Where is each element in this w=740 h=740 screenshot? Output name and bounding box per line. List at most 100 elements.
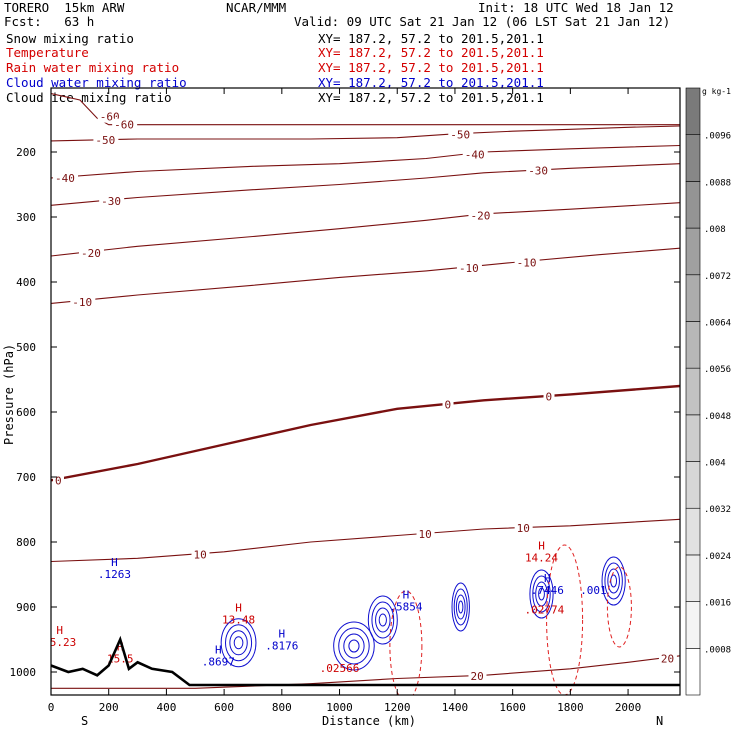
colorbar-tick-label: .0032 [704, 505, 731, 515]
init-time: Init: 18 UTC Wed 18 Jan 12 [478, 0, 674, 15]
contour-label: 0 [546, 390, 553, 403]
extremum-mark: H [117, 640, 124, 653]
x-tick-label: 400 [156, 701, 176, 714]
temperature-contour [51, 125, 680, 142]
cloud-water-contour [532, 575, 551, 613]
y-tick-label: 200 [16, 146, 36, 159]
valid-time: Valid: 09 UTC Sat 21 Jan 12 (06 LST Sat … [294, 14, 671, 29]
terrain-line [50, 635, 680, 687]
x-end-right: N [656, 714, 663, 728]
x-tick-label: 2000 [615, 701, 642, 714]
temperature-contour [51, 384, 680, 482]
colorbar-tick-label: .0048 [704, 412, 731, 422]
extremum-value: 15.23 [43, 636, 76, 649]
cloud-water-contour [607, 568, 620, 594]
y-tick-label: 800 [16, 536, 36, 549]
field-cloudice-label: Cloud ice mixing ratio [6, 90, 172, 105]
colorbar-swatch [685, 461, 701, 509]
cloud-water-contour [343, 633, 365, 659]
contour-label: -20 [470, 210, 490, 223]
y-tick-label: 900 [16, 601, 36, 614]
colorbar-swatch [685, 321, 701, 369]
cloud-water-contour [451, 582, 470, 632]
cloud-water-contour [455, 594, 466, 620]
cloud-water-contour [367, 595, 398, 645]
center-label: NCAR/MMM [226, 0, 287, 15]
extremum-value: .1263 [98, 568, 131, 581]
contour-label: -30 [528, 165, 548, 178]
contour-label: -20 [81, 247, 101, 260]
contour-label-bg [53, 172, 78, 184]
y-tick-label: 500 [16, 341, 36, 354]
x-tick-label: 1800 [557, 701, 584, 714]
colorbar-tick-label: .0016 [704, 599, 731, 609]
contour-label-bg [191, 548, 210, 561]
contour-label: -10 [459, 262, 479, 275]
colorbar-swatch [685, 507, 701, 556]
extremum-value: .02566 [320, 662, 360, 675]
colorbar-swatch [685, 601, 701, 649]
extremum-mark: H [279, 627, 286, 640]
contour-label: -10 [517, 257, 537, 270]
extremum-mark: H [538, 540, 545, 553]
contour-label: -10 [72, 296, 92, 309]
colorbar-tick-label: .008 [704, 225, 726, 235]
x-tick-label: 800 [272, 701, 292, 714]
x-tick-label: 1200 [384, 701, 411, 714]
extremum-value: 14.24 [525, 552, 558, 565]
x-end-left: S [81, 714, 88, 728]
contour-label-bg [543, 390, 555, 403]
cloud-water-contour [604, 562, 623, 600]
field-temperature-xy: XY= 187.2, 57.2 to 201.5,201.1 [318, 45, 544, 60]
x-tick-label: 1000 [326, 701, 353, 714]
colorbar-swatch [685, 414, 701, 462]
colorbar-swatch [685, 87, 701, 135]
y-tick-label: 400 [16, 276, 36, 289]
contour-label-bg [514, 521, 533, 534]
extremum-mark: H [111, 556, 118, 569]
plot-frame [50, 87, 681, 696]
contour-label: -50 [95, 134, 115, 147]
field-snow-xy: XY= 187.2, 57.2 to 201.5,201.1 [318, 31, 544, 46]
temperature-contour [51, 144, 680, 179]
cloud-water-contour [529, 569, 554, 619]
contour-label: -60 [114, 119, 134, 132]
contour-label: 0 [445, 399, 452, 412]
contour-label-bg [526, 164, 552, 177]
extremum-value: .8176 [265, 639, 298, 652]
colorbar-swatch [685, 274, 701, 322]
extremum-value: .8697 [202, 656, 235, 669]
rain-water-contour [606, 566, 632, 648]
temperature-contour [51, 518, 680, 563]
extremum-mark: H [403, 588, 410, 601]
y-tick-label: 300 [16, 211, 36, 224]
extremum-mark: H [235, 601, 242, 614]
model-title: TORERO 15km ARW [4, 0, 125, 15]
contour-label-bg [658, 652, 677, 665]
contour-label-bg [93, 134, 119, 147]
colorbar-swatch [685, 367, 701, 416]
contour-label-bg [442, 398, 454, 411]
temperature-contour [51, 163, 680, 206]
x-tick-label: 1600 [499, 701, 526, 714]
x-axis-label: Distance (km) [322, 714, 416, 728]
colorbar-tick-label: .0072 [704, 272, 731, 282]
extremum-value: .001 [580, 584, 607, 597]
contour-label-bg [53, 474, 64, 487]
field-rain-label: Rain water mixing ratio [6, 60, 180, 75]
extremum-value: .02774 [525, 604, 565, 617]
temperature-contour [51, 655, 680, 689]
extremum-mark: H [544, 572, 551, 585]
cloud-water-contour [601, 556, 626, 606]
colorbar-swatch [685, 648, 701, 696]
cloud-water-contour [538, 587, 545, 601]
contour-label-bg [514, 256, 540, 269]
colorbar-tick-label: .0056 [704, 365, 731, 375]
rain-water-contour [546, 544, 584, 695]
temperature-contour [51, 202, 680, 257]
extremum-mark: H [56, 624, 63, 637]
contour-label-bg [99, 195, 125, 208]
colorbar-tick-label: .0024 [704, 552, 731, 562]
contour-label: -40 [55, 172, 75, 185]
